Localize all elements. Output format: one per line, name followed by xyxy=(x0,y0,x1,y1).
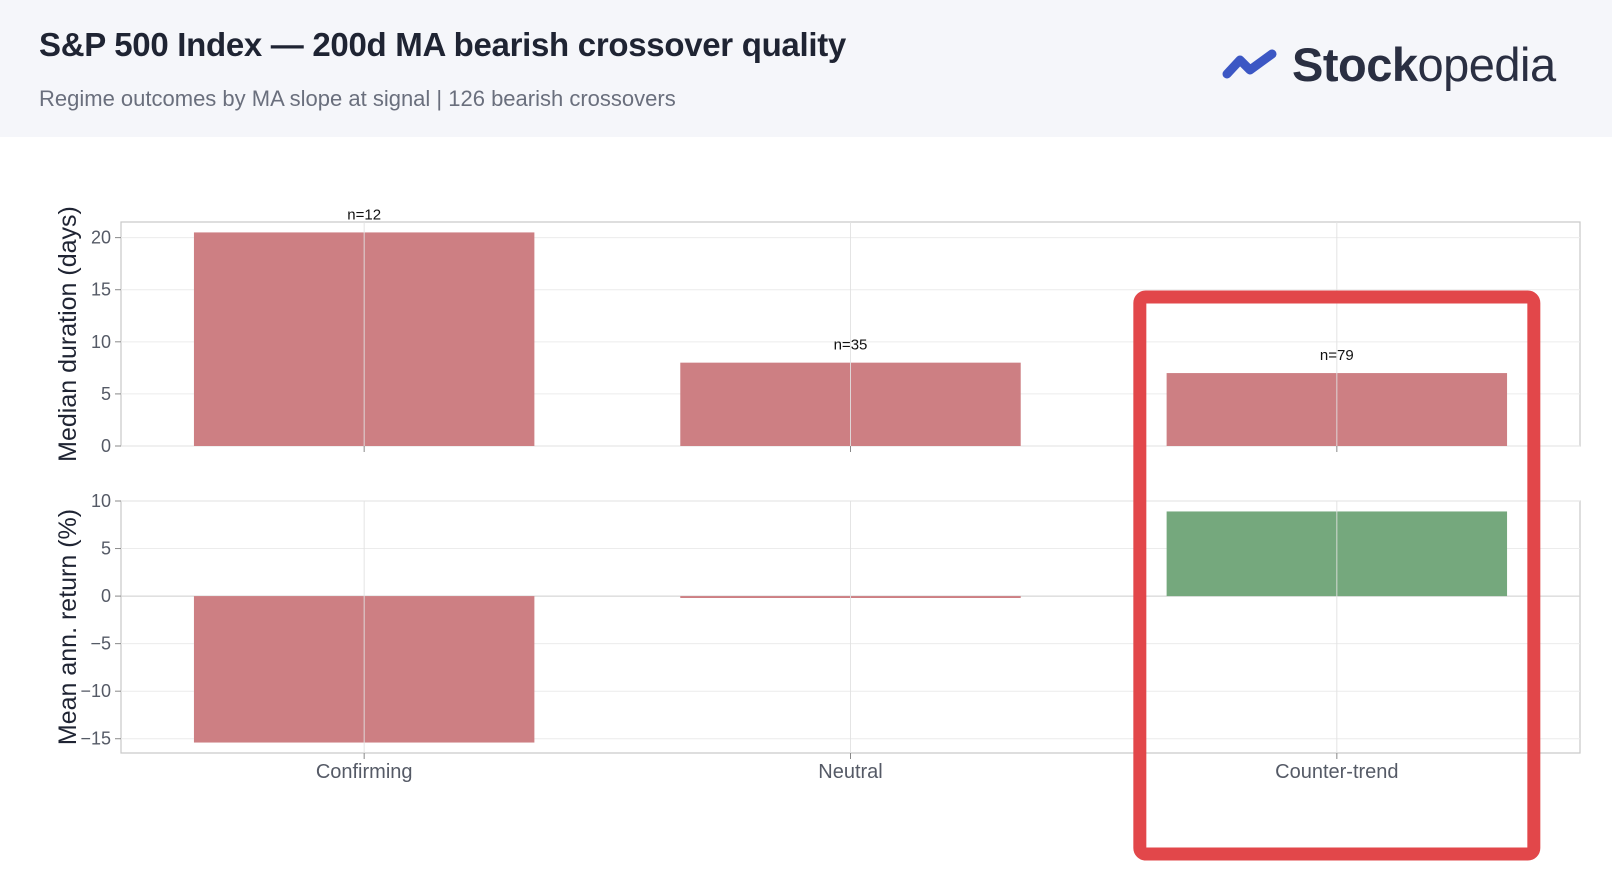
y-tick-label: 20 xyxy=(91,228,111,248)
x-category-confirming: Confirming xyxy=(316,761,413,783)
count-label: n=79 xyxy=(1320,347,1354,364)
y-tick-label: −15 xyxy=(80,729,111,749)
chart-subtitle: Regime outcomes by MA slope at signal | … xyxy=(39,86,676,111)
y-tick-label: 0 xyxy=(101,436,111,456)
y-axis-label-2: Mean ann. return (%) xyxy=(54,509,82,745)
y-axis-label-1: Median duration (days) xyxy=(54,206,82,462)
x-category-counter-trend: Counter-trend xyxy=(1275,761,1398,783)
y-tick-label: 5 xyxy=(101,539,111,559)
logo-text-bold: Stock xyxy=(1292,37,1418,91)
logo-wordmark: Stockopedia xyxy=(1292,37,1556,92)
y-tick-label: 0 xyxy=(101,586,111,606)
stockopedia-logo: Stockopedia xyxy=(1222,34,1556,94)
y-tick-label: 10 xyxy=(91,332,111,352)
count-label: n=12 xyxy=(347,206,381,223)
logo-text-regular: opedia xyxy=(1417,37,1557,91)
x-category-neutral: Neutral xyxy=(818,761,882,783)
y-tick-label: 10 xyxy=(91,491,111,511)
trend-check-icon xyxy=(1222,49,1277,79)
highlight-box xyxy=(1133,290,1541,861)
y-tick-label: 5 xyxy=(101,384,111,404)
y-tick-label: 15 xyxy=(91,280,111,300)
y-tick-label: −5 xyxy=(90,634,111,654)
count-label: n=35 xyxy=(834,337,868,354)
chart-header: S&P 500 Index — 200d MA bearish crossove… xyxy=(0,0,1612,137)
chart-title: S&P 500 Index — 200d MA bearish crossove… xyxy=(39,26,846,63)
y-tick-label: −10 xyxy=(80,681,111,701)
